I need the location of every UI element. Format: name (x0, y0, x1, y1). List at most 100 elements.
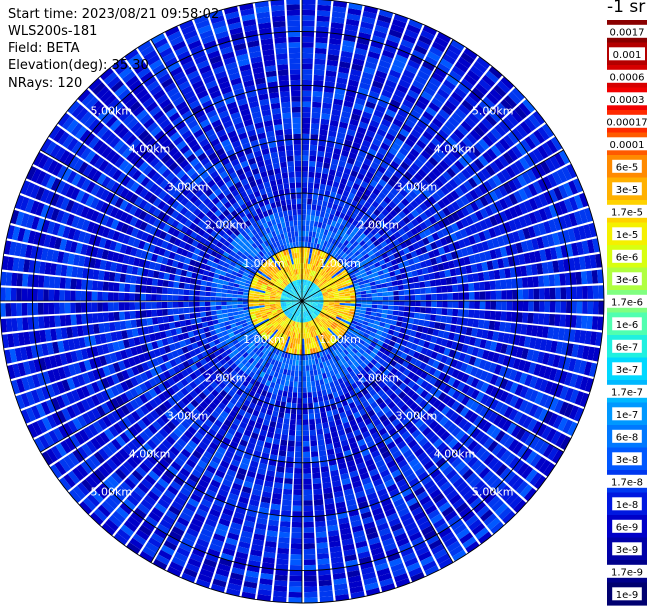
range-bin (528, 301, 534, 312)
range-bin (56, 410, 67, 424)
range-bin (506, 311, 512, 322)
range-bin (350, 263, 356, 269)
range-bin (544, 381, 554, 394)
range-bin (275, 378, 282, 385)
range-bin (336, 228, 342, 236)
range-bin (344, 340, 351, 347)
range-bin (433, 369, 442, 379)
range-bin (440, 338, 448, 347)
range-bin (529, 472, 542, 486)
range-bin (259, 371, 266, 378)
range-bin (413, 282, 420, 289)
range-bin (363, 201, 371, 209)
range-bin (366, 304, 372, 308)
range-bin (78, 429, 90, 442)
range-bin (406, 203, 415, 212)
range-bin (422, 560, 437, 572)
range-bin (137, 482, 150, 494)
range-bin (305, 354, 309, 361)
range-bin (210, 583, 226, 593)
range-bin (311, 237, 315, 243)
range-bin (331, 374, 338, 382)
range-bin (303, 457, 311, 463)
range-bin (393, 205, 402, 214)
range-bin (578, 225, 587, 240)
range-bin (355, 325, 362, 330)
range-bin (484, 340, 492, 350)
range-bin (309, 343, 313, 349)
range-bin (355, 243, 362, 251)
range-bin (319, 345, 324, 352)
range-bin (254, 422, 262, 430)
range-bin (420, 288, 426, 294)
range-bin (465, 514, 479, 527)
range-bin (312, 302, 318, 305)
range-bin (337, 429, 346, 437)
range-bin (292, 303, 298, 306)
range-bin (573, 194, 584, 209)
range-bin (319, 333, 324, 340)
range-bin (153, 396, 163, 406)
range-bin (202, 371, 210, 380)
range-bin (431, 167, 442, 178)
range-bin (358, 265, 365, 272)
range-bin (120, 404, 131, 416)
range-bin (430, 307, 437, 315)
range-bin (358, 316, 365, 321)
range-bin (261, 312, 267, 317)
range-bin (350, 295, 356, 299)
range-bin (335, 326, 342, 332)
range-bin (463, 180, 473, 192)
range-bin (114, 321, 121, 331)
range-bin (176, 438, 187, 448)
range-bin (340, 195, 348, 203)
range-bin (331, 16, 345, 24)
range-bin (309, 225, 314, 232)
range-bin (474, 198, 484, 210)
range-bin (549, 397, 559, 411)
range-bin (471, 328, 478, 337)
range-bin (320, 320, 325, 325)
range-bin (209, 441, 219, 451)
range-bin (278, 319, 283, 324)
range-bin (185, 393, 194, 402)
range-bin (549, 382, 559, 396)
range-bin (334, 246, 340, 253)
range-bin (321, 113, 331, 120)
range-bin (199, 333, 207, 340)
range-bin (568, 180, 579, 195)
range-bin (240, 319, 247, 325)
range-bin (288, 306, 294, 311)
range-bin (178, 410, 188, 420)
range-bin (258, 507, 270, 515)
range-bin (477, 272, 485, 282)
range-bin (414, 158, 424, 168)
range-bin (423, 228, 432, 237)
range-bin (244, 575, 259, 584)
range-bin (387, 103, 399, 113)
range-bin (440, 278, 447, 286)
range-bin (367, 409, 376, 418)
ray-11 (302, 47, 478, 301)
range-bin (46, 414, 57, 429)
range-bin (536, 423, 548, 437)
range-bin (187, 426, 197, 436)
range-bin (362, 111, 373, 120)
range-bin (409, 54, 423, 65)
range-bin (326, 321, 332, 327)
range-bin (345, 373, 352, 381)
range-bin (453, 523, 467, 536)
range-bin (375, 183, 384, 192)
range-bin (338, 308, 345, 312)
range-bin (315, 423, 323, 430)
range-bin (513, 204, 523, 217)
range-bin (355, 351, 363, 358)
range-bin (310, 314, 314, 320)
range-bin (83, 426, 94, 439)
range-bin (548, 204, 558, 218)
range-bin (435, 353, 443, 362)
range-bin (284, 352, 288, 359)
range-bin (283, 346, 287, 353)
range-bin (324, 366, 330, 373)
range-bin (385, 410, 394, 419)
